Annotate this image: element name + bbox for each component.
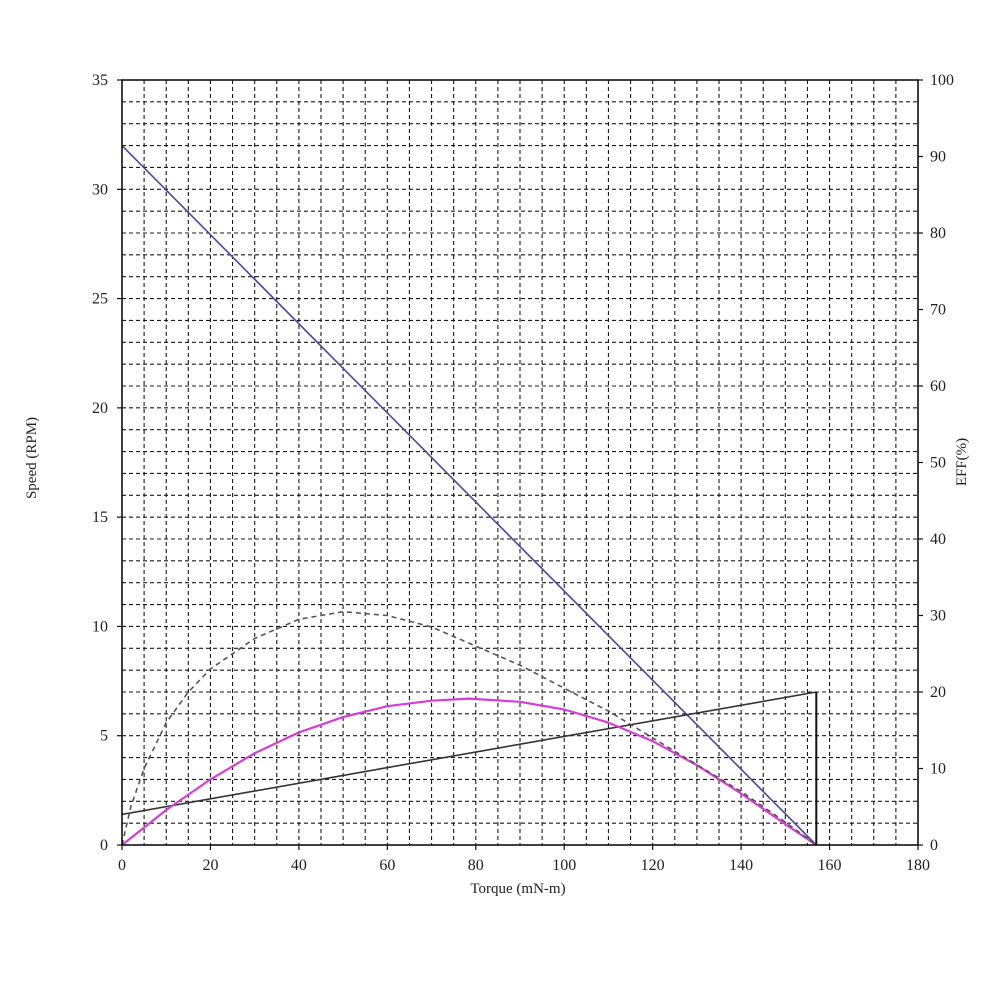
x-axis-title: Torque (mN-m) <box>470 881 565 897</box>
y-tick-label: 15 <box>92 509 108 526</box>
y2-tick-label: 90 <box>930 149 946 166</box>
x-tick-label: 60 <box>379 857 395 874</box>
y-tick-label: 0 <box>100 837 108 854</box>
x-tick-label: 120 <box>641 857 665 874</box>
y-tick-label: 35 <box>92 72 108 89</box>
y2-tick-label: 40 <box>930 531 946 548</box>
y-tick-label: 20 <box>92 400 108 417</box>
x-tick-label: 140 <box>729 857 753 874</box>
grid <box>122 80 918 845</box>
series-line-output-power <box>121 697 817 846</box>
y2-tick-label: 100 <box>930 72 954 89</box>
x-tick-label: 0 <box>118 857 126 874</box>
y2-tick-label: 50 <box>930 455 946 472</box>
x-tick-label: 100 <box>552 857 576 874</box>
y2-tick-label: 70 <box>930 302 946 319</box>
y-tick-label: 30 <box>92 181 108 198</box>
y2-tick-label: 20 <box>930 684 946 701</box>
y2-tick-label: 10 <box>930 761 946 778</box>
y2-tick-label: 30 <box>930 608 946 625</box>
y2-axis-title: EFF(%) <box>954 438 970 486</box>
series-layer <box>121 145 818 846</box>
y-axis-title: Speed (RPM) <box>24 417 40 499</box>
x-tick-label: 80 <box>468 857 484 874</box>
y-tick-label: 5 <box>100 728 108 745</box>
x-tick-label: 180 <box>906 857 930 874</box>
x-tick-label: 160 <box>818 857 842 874</box>
y-tick-label: 10 <box>92 618 108 635</box>
series-line-speed <box>121 145 817 846</box>
x-tick-label: 40 <box>291 857 307 874</box>
series-line-efficiency <box>121 610 817 846</box>
y2-tick-label: 60 <box>930 378 946 395</box>
x-tick-label: 20 <box>202 857 218 874</box>
tick-labels: 0 20 40 60 80 100 120 140 160 1800510152025303501… <box>92 72 954 874</box>
series-line-current <box>121 691 817 816</box>
y-tick-label: 25 <box>92 291 108 308</box>
y2-tick-label: 80 <box>930 225 946 242</box>
y2-tick-label: 0 <box>930 837 938 854</box>
